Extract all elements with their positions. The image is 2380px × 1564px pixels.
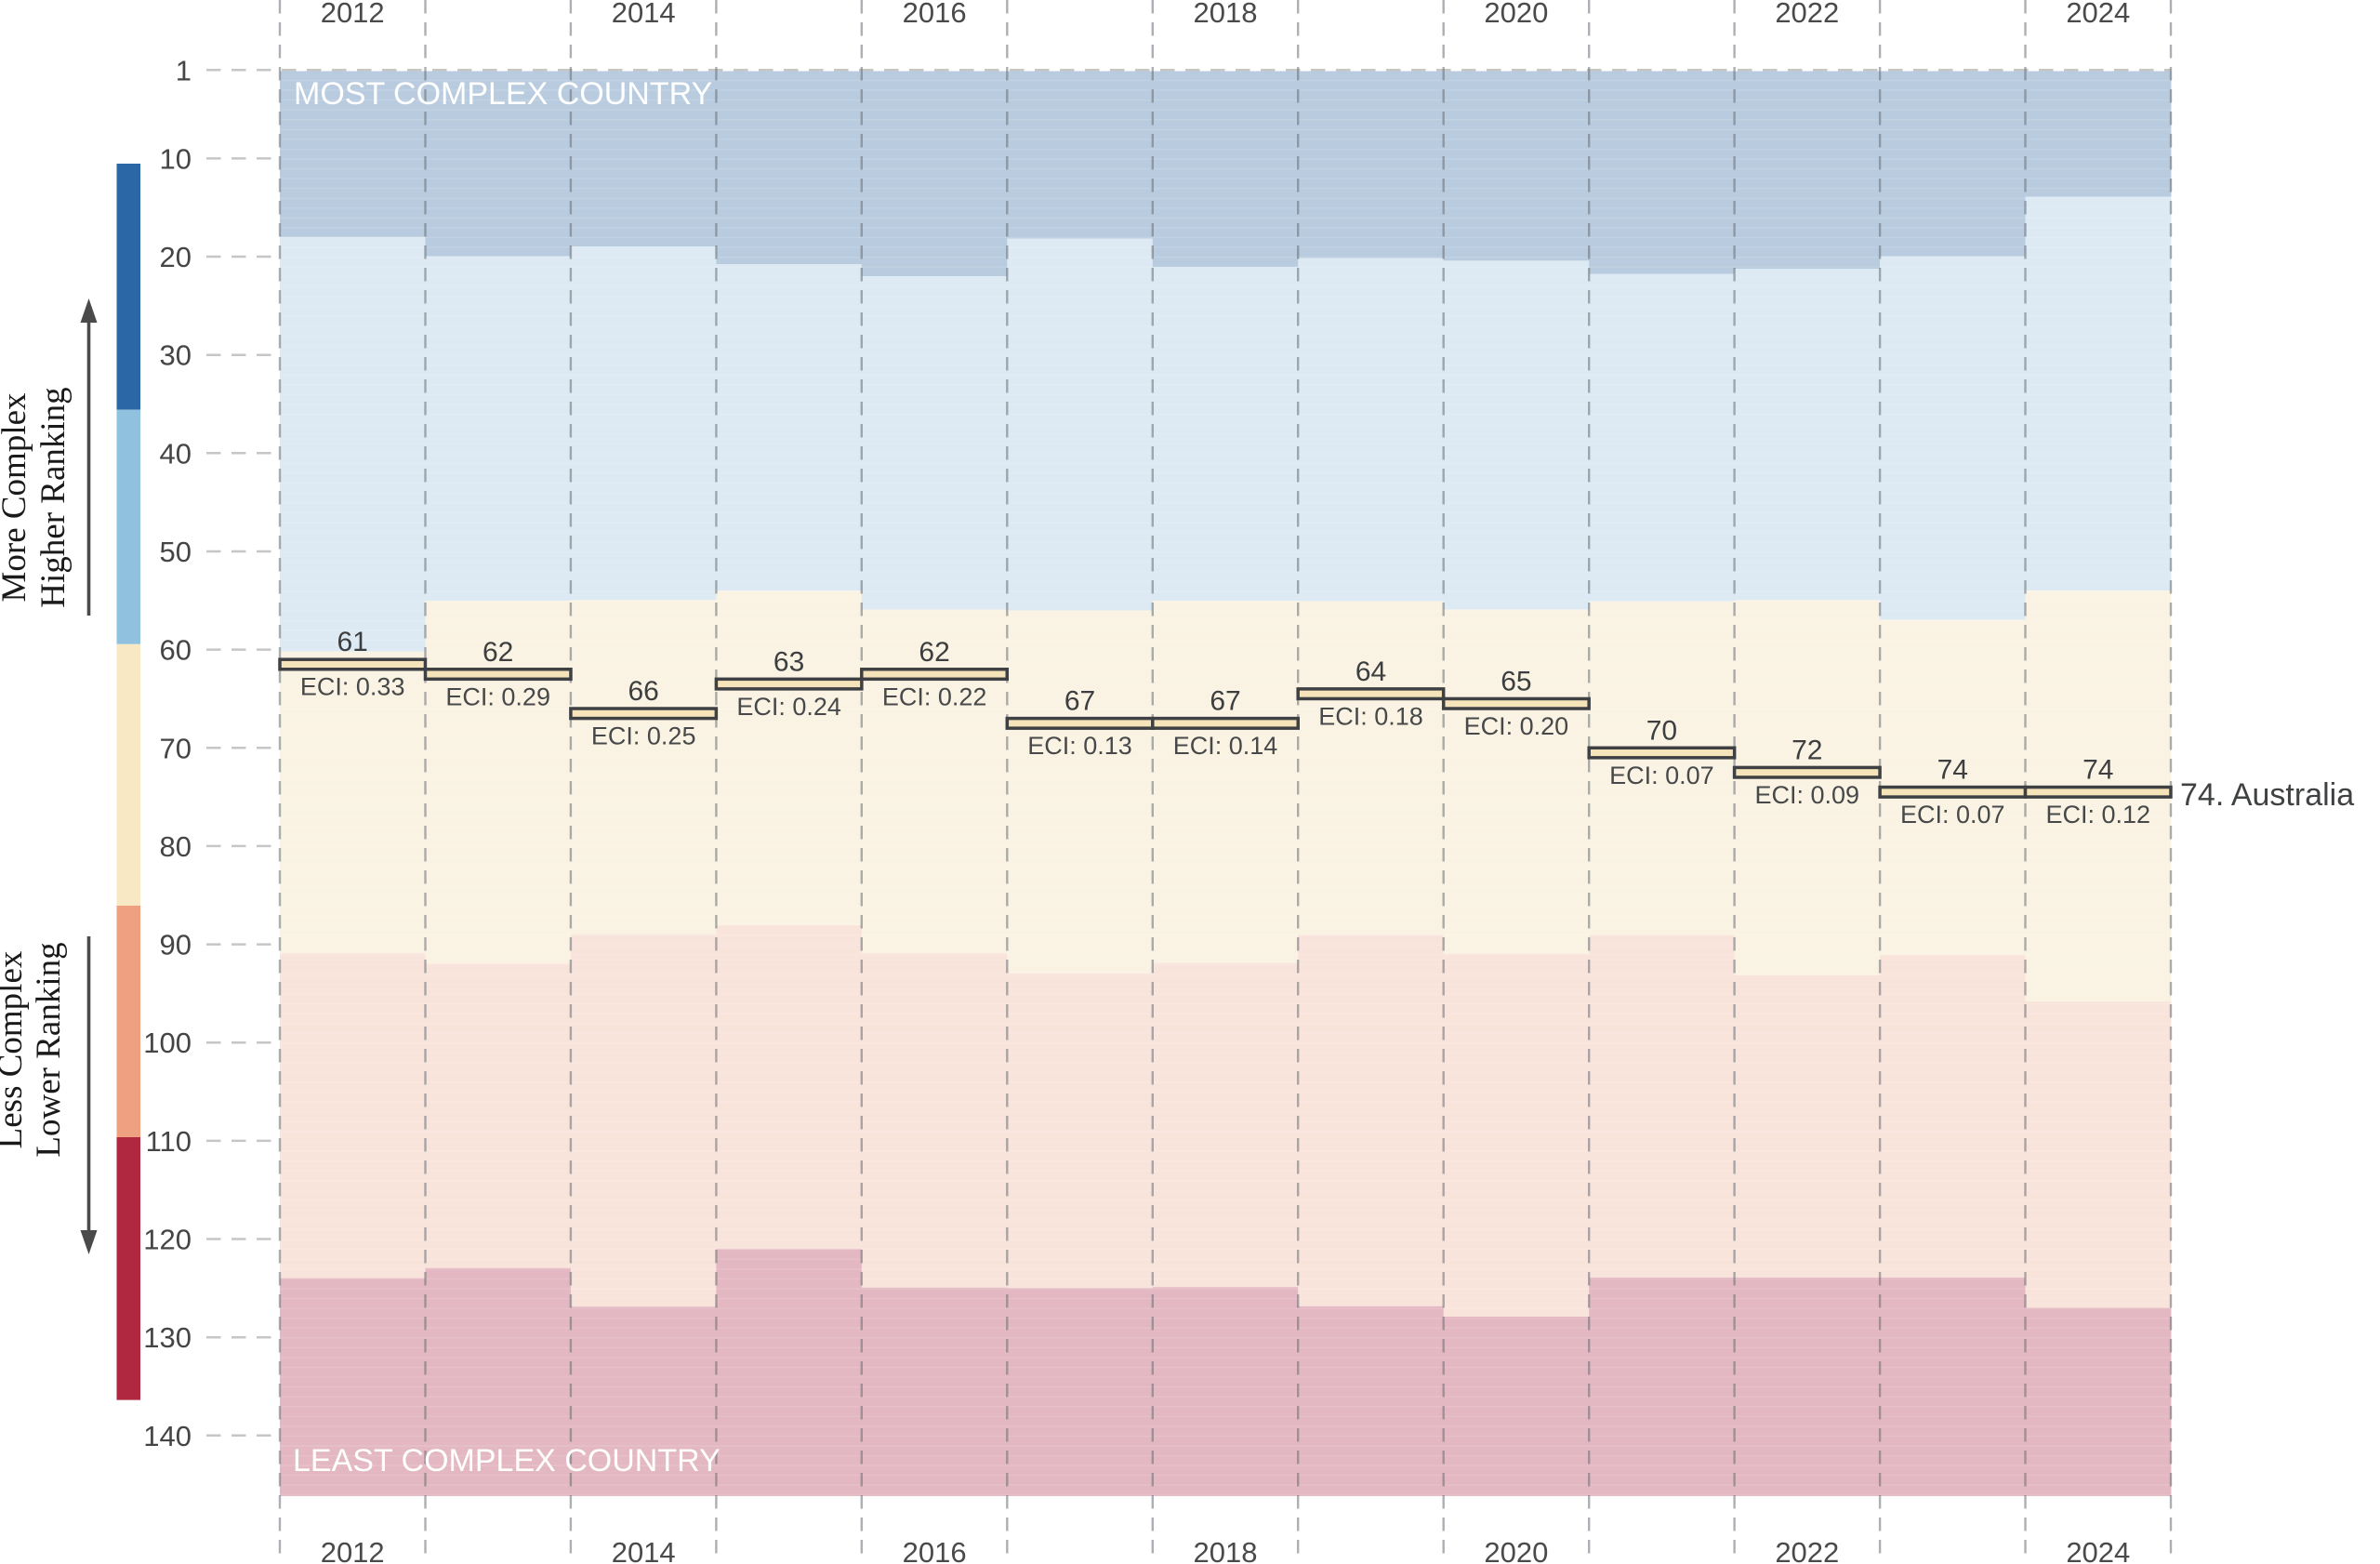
- svg-text:2012: 2012: [321, 1536, 385, 1564]
- svg-text:74. Australia: 74. Australia: [2180, 777, 2354, 813]
- svg-text:65: 65: [1501, 667, 1531, 697]
- svg-text:2022: 2022: [1775, 1536, 1839, 1564]
- svg-text:2012: 2012: [321, 0, 385, 29]
- svg-text:110: 110: [146, 1125, 192, 1158]
- svg-text:72: 72: [1792, 735, 1822, 765]
- svg-text:70: 70: [160, 732, 192, 764]
- svg-text:ECI: 0.33: ECI: 0.33: [300, 673, 405, 701]
- svg-text:Less Complex: Less Complex: [0, 950, 30, 1148]
- svg-text:67: 67: [1210, 686, 1240, 717]
- svg-text:74: 74: [2082, 755, 2113, 786]
- svg-text:ECI: 0.07: ECI: 0.07: [1609, 762, 1714, 789]
- svg-text:2016: 2016: [903, 1536, 967, 1564]
- svg-text:50: 50: [160, 536, 192, 568]
- svg-text:100: 100: [143, 1027, 192, 1059]
- svg-text:MOST COMPLEX COUNTRY: MOST COMPLEX COUNTRY: [294, 76, 712, 112]
- svg-text:ECI: 0.22: ECI: 0.22: [882, 683, 987, 710]
- svg-text:120: 120: [143, 1224, 192, 1256]
- svg-text:140: 140: [143, 1420, 192, 1452]
- svg-text:2024: 2024: [2066, 1536, 2130, 1564]
- svg-text:1: 1: [176, 54, 192, 86]
- svg-text:10: 10: [160, 142, 192, 175]
- svg-text:ECI: 0.20: ECI: 0.20: [1464, 712, 1569, 740]
- svg-text:Higher Ranking: Higher Ranking: [34, 387, 73, 607]
- svg-text:ECI: 0.18: ECI: 0.18: [1318, 702, 1423, 730]
- svg-text:66: 66: [628, 676, 659, 707]
- svg-text:2014: 2014: [612, 1536, 676, 1564]
- svg-text:90: 90: [160, 929, 192, 961]
- svg-text:74: 74: [1937, 755, 1968, 786]
- svg-text:2014: 2014: [612, 0, 676, 29]
- svg-text:ECI: 0.24: ECI: 0.24: [736, 693, 841, 721]
- svg-text:ECI: 0.12: ECI: 0.12: [2046, 801, 2151, 828]
- svg-text:ECI: 0.07: ECI: 0.07: [1900, 801, 2005, 828]
- svg-text:2020: 2020: [1484, 1536, 1548, 1564]
- svg-text:ECI: 0.09: ECI: 0.09: [1755, 781, 1860, 809]
- svg-text:2020: 2020: [1484, 0, 1548, 29]
- svg-text:More Complex: More Complex: [0, 392, 33, 603]
- svg-text:2018: 2018: [1194, 1536, 1258, 1564]
- svg-text:130: 130: [143, 1321, 192, 1354]
- svg-text:61: 61: [337, 627, 368, 657]
- svg-text:80: 80: [160, 830, 192, 863]
- svg-text:67: 67: [1064, 686, 1095, 717]
- svg-text:40: 40: [160, 437, 192, 470]
- svg-text:Lower Ranking: Lower Ranking: [30, 942, 68, 1157]
- svg-text:ECI: 0.25: ECI: 0.25: [591, 722, 696, 750]
- svg-text:30: 30: [160, 339, 192, 372]
- svg-text:ECI: 0.13: ECI: 0.13: [1027, 732, 1132, 760]
- svg-text:64: 64: [1355, 656, 1386, 687]
- svg-text:20: 20: [160, 241, 192, 273]
- svg-text:ECI: 0.29: ECI: 0.29: [445, 683, 550, 710]
- svg-text:62: 62: [919, 637, 949, 668]
- svg-text:ECI: 0.14: ECI: 0.14: [1173, 732, 1278, 760]
- svg-text:LEAST COMPLEX COUNTRY: LEAST COMPLEX COUNTRY: [293, 1443, 721, 1478]
- svg-text:2022: 2022: [1775, 0, 1839, 29]
- svg-text:63: 63: [774, 646, 804, 677]
- svg-text:2018: 2018: [1194, 0, 1258, 29]
- svg-text:60: 60: [160, 634, 192, 667]
- svg-text:62: 62: [483, 637, 513, 668]
- svg-text:2024: 2024: [2066, 0, 2130, 29]
- svg-text:2016: 2016: [903, 0, 967, 29]
- svg-text:70: 70: [1646, 715, 1677, 746]
